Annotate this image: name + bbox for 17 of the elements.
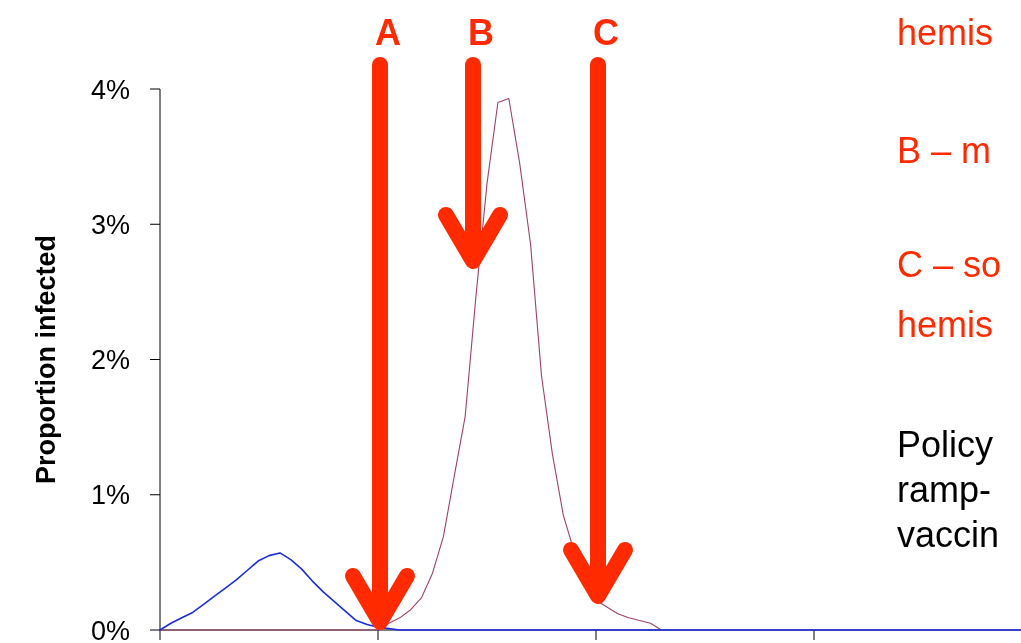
y-axis-title: Proportion infected — [30, 235, 61, 484]
y-tick-label: 4% — [90, 74, 130, 105]
y-tick-label: 3% — [90, 209, 130, 240]
y-tick-label: 0% — [90, 615, 130, 643]
text: hemis — [897, 12, 994, 53]
annotation: C – so — [897, 244, 1002, 285]
annotation: B – m — [897, 130, 992, 171]
text: A — [375, 12, 401, 53]
text: C — [593, 12, 619, 53]
y-tick-label: 2% — [90, 345, 130, 376]
text: B — [468, 12, 494, 53]
line-series — [159, 97, 662, 631]
annotation: ramp- — [897, 469, 992, 510]
annotation: vaccin — [897, 514, 1000, 555]
y-tick-label: 1% — [90, 480, 130, 511]
annotation: Policy — [897, 424, 994, 465]
annotation: hemis — [897, 304, 994, 345]
